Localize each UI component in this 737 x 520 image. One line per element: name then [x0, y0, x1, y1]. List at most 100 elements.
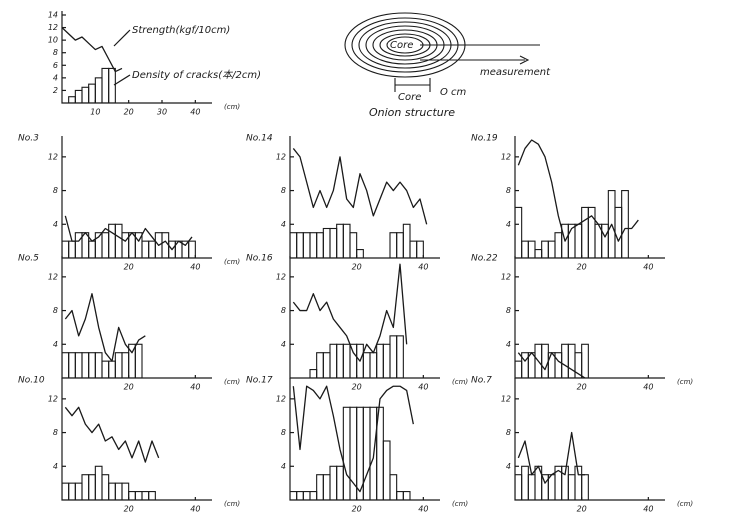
density-bar: [515, 206, 523, 258]
density-bar: [389, 232, 398, 258]
density-bar: [62, 352, 70, 378]
axes: [289, 378, 440, 501]
density-bar: [547, 240, 556, 258]
density-bar: [94, 352, 103, 378]
density-bar: [88, 352, 96, 378]
density-bar: [296, 491, 304, 500]
density-bar: [309, 369, 318, 378]
x-tick-label: 40: [643, 383, 653, 392]
density-bar: [101, 67, 110, 103]
y-tick-label: 12: [276, 152, 286, 161]
panel-label: No.17: [246, 376, 273, 386]
density-bar: [296, 232, 304, 258]
density-bar: [362, 406, 371, 500]
density-bar: [342, 343, 351, 378]
density-bar: [322, 474, 331, 500]
origin-label: O cm: [440, 87, 467, 98]
x-tick-label: 40: [418, 505, 428, 514]
arrow-label: measurement: [480, 67, 551, 78]
density-bar: [141, 240, 150, 258]
density-bar: [527, 240, 536, 258]
axes: [289, 136, 440, 259]
panel-label: No.19: [471, 134, 498, 144]
density-bar: [369, 352, 378, 378]
density-bar: [561, 343, 569, 378]
density-bar: [101, 232, 110, 258]
density-bar: [316, 232, 324, 258]
x-tick-label: 20: [124, 108, 134, 117]
density-bar: [329, 343, 338, 378]
y-tick-label: 6: [53, 61, 58, 70]
x-tick-label: 20: [352, 263, 362, 272]
panel: 4 8 12 20 40 (cm) No.17: [246, 376, 468, 514]
axes: [61, 378, 212, 501]
core-label: Core: [398, 92, 421, 103]
y-tick-label: 10: [48, 36, 58, 45]
x-unit: (cm): [452, 378, 468, 386]
y-tick-label: 4: [53, 462, 58, 471]
density-bar: [68, 482, 76, 500]
density-bar: [121, 352, 130, 378]
density-bar: [290, 232, 298, 258]
density-bar: [329, 227, 338, 258]
density-bar: [349, 232, 358, 258]
x-tick-label: 20: [577, 383, 587, 392]
density-bar: [114, 482, 123, 500]
density-bar: [108, 360, 116, 378]
density-bar: [322, 352, 331, 378]
density-bar: [108, 223, 116, 258]
diagram-title: Onion structure: [369, 106, 455, 119]
x-tick-label: 20: [124, 383, 134, 392]
density-bar: [74, 89, 83, 103]
density-bar: [382, 440, 391, 500]
density-bar: [581, 474, 589, 500]
y-tick-label: 8: [53, 186, 58, 195]
annotation: Density of cracks(本/2cm): [132, 69, 261, 81]
density-bar: [62, 240, 70, 258]
density-bar: [581, 206, 589, 258]
y-tick-label: 4: [53, 340, 58, 349]
x-tick-label: 20: [124, 263, 134, 272]
density-bar: [389, 335, 398, 378]
y-tick-label: 8: [53, 428, 58, 437]
density-bar: [356, 249, 364, 258]
density-bar: [74, 482, 83, 500]
strength-line: [62, 27, 123, 73]
density-bar: [128, 491, 136, 500]
y-tick-label: 8: [281, 186, 286, 195]
density-bar: [342, 406, 351, 500]
density-bar: [101, 474, 110, 500]
y-tick-label: 12: [501, 152, 511, 161]
density-bar: [108, 482, 116, 500]
density-bar: [581, 343, 589, 378]
density-bar: [614, 206, 623, 258]
density-bar: [114, 223, 123, 258]
density-bar: [515, 474, 523, 500]
density-bar: [309, 232, 318, 258]
density-bar: [88, 474, 96, 500]
density-bar: [74, 352, 83, 378]
density-bar: [101, 360, 110, 378]
strength-line: [292, 148, 428, 225]
y-tick-label: 4: [506, 220, 511, 229]
density-bar: [621, 190, 629, 258]
y-tick-label: 12: [276, 394, 286, 403]
y-tick-label: 4: [53, 73, 58, 82]
x-unit: (cm): [224, 103, 240, 111]
density-bar: [567, 474, 576, 500]
y-tick-label: 12: [48, 152, 58, 161]
axes: [61, 256, 212, 379]
density-bar: [587, 206, 596, 258]
panel: 4 8 12 20 40 (cm) No.10: [18, 376, 240, 514]
x-tick-label: 20: [577, 505, 587, 514]
panel: 4 8 12 20 40 No.14: [246, 134, 440, 272]
x-tick-label: 40: [418, 383, 428, 392]
x-tick-label: 20: [352, 505, 362, 514]
onion-diagram: [344, 12, 540, 92]
density-bar: [188, 240, 196, 258]
density-bar: [114, 352, 123, 378]
density-bar: [521, 240, 529, 258]
density-bar: [134, 491, 143, 500]
density-bar: [141, 491, 150, 500]
